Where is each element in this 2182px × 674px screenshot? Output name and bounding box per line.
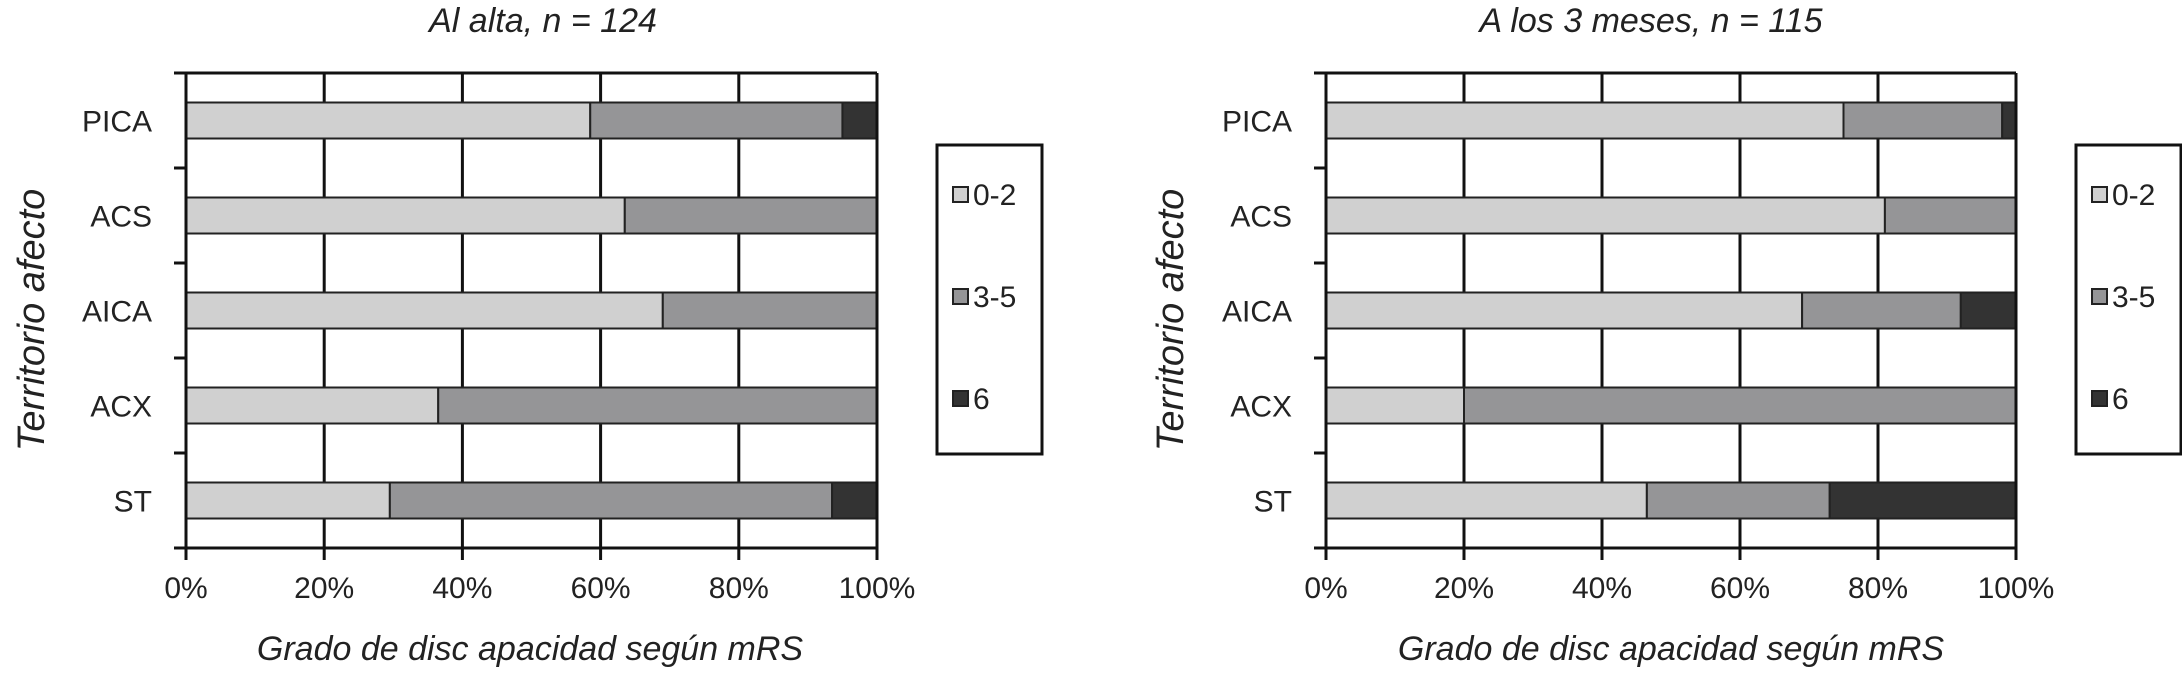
x-tick-label: 40% [1572, 572, 1632, 605]
x-tick-label: 80% [1848, 572, 1908, 605]
bar-segment [1828, 481, 2017, 520]
x-tick-label: 100% [839, 572, 916, 605]
legend-label: 0-2 [2112, 179, 2155, 212]
bar-segment [623, 196, 878, 235]
y-axis-label: Territorio afecto [11, 189, 53, 452]
y-tick-label: AICA [1222, 296, 1292, 329]
bar-segment [185, 291, 664, 330]
bar-segment [1325, 196, 1886, 235]
legend-swatch [2091, 288, 2108, 305]
legend: 0-2 3-5 6 [2074, 143, 2182, 456]
y-tick-label: ACX [1230, 391, 1292, 424]
x-tick-label: 20% [1434, 572, 1494, 605]
bar-segment [1645, 481, 1831, 520]
bar-segment [2001, 101, 2017, 140]
x-tick-label: 40% [432, 572, 492, 605]
y-tick-label: PICA [82, 106, 152, 139]
legend-swatch [2091, 390, 2108, 407]
legend-swatch [2091, 186, 2108, 203]
bar-segment [1883, 196, 2018, 235]
legend-label: 3-5 [973, 281, 1016, 314]
bar-segment [1801, 291, 1962, 330]
bar-segment [1463, 386, 2017, 425]
plot-area: PICA ACS AICA ACX ST 0% 20% 40% 60% 80% 100% [1222, 71, 2055, 605]
legend-label: 0-2 [973, 179, 1016, 212]
chart-title: A los 3 meses, n = 115 [1477, 2, 1822, 40]
y-tick-label: ST [1254, 486, 1292, 519]
bar-segment [185, 481, 391, 520]
legend-swatch [952, 390, 969, 407]
bar-segment [841, 101, 879, 140]
bar-segment [589, 101, 844, 140]
bar-segment [1325, 386, 1465, 425]
chart-title: Al alta, n = 124 [427, 2, 657, 40]
x-tick-label: 0% [164, 572, 207, 605]
legend-label: 6 [2112, 383, 2129, 416]
legend-label: 6 [973, 383, 990, 416]
x-axis-label: Grado de disc apacidad según mRS [1398, 630, 1945, 668]
bar-segment [1325, 291, 1804, 330]
bar-segment [185, 386, 440, 425]
y-tick-label: ST [114, 486, 152, 519]
legend: 0-2 3-5 6 [935, 143, 1044, 456]
bar-segment [437, 386, 878, 425]
x-tick-label: 60% [571, 572, 631, 605]
bar-segment [661, 291, 878, 330]
y-tick-label: ACX [90, 391, 152, 424]
y-tick-label: PICA [1222, 106, 1292, 139]
legend-swatch [952, 288, 969, 305]
x-tick-label: 0% [1304, 572, 1347, 605]
bar-segment [388, 481, 834, 520]
bar-segment [1842, 101, 2004, 140]
bar-segment [1959, 291, 2018, 330]
bar-segment [185, 196, 626, 235]
y-tick-label: AICA [82, 296, 152, 329]
x-tick-label: 20% [294, 572, 354, 605]
x-axis-label: Grado de disc apacidad según mRS [257, 630, 804, 668]
bar-segment [185, 101, 592, 140]
chart-panel-discharge: Al alta, n = 124 Territorio afecto Grado… [11, 2, 1044, 668]
x-tick-label: 100% [1978, 572, 2055, 605]
y-tick-label: ACS [90, 201, 152, 234]
y-axis-label: Territorio afecto [1150, 189, 1192, 452]
x-tick-label: 60% [1710, 572, 1770, 605]
bar-segment [831, 481, 879, 520]
plot-area: PICA ACS AICA ACX ST 0% 20% 40% 60% 80% 100% [82, 71, 916, 605]
y-tick-label: ACS [1230, 201, 1292, 234]
chart-panel-3-months: A los 3 meses, n = 115 Territorio afecto… [1150, 2, 2182, 668]
bar-segment [1325, 101, 1845, 140]
x-tick-label: 80% [709, 572, 769, 605]
legend-swatch [952, 186, 969, 203]
bar-segment [1325, 481, 1648, 520]
legend-label: 3-5 [2112, 281, 2155, 314]
